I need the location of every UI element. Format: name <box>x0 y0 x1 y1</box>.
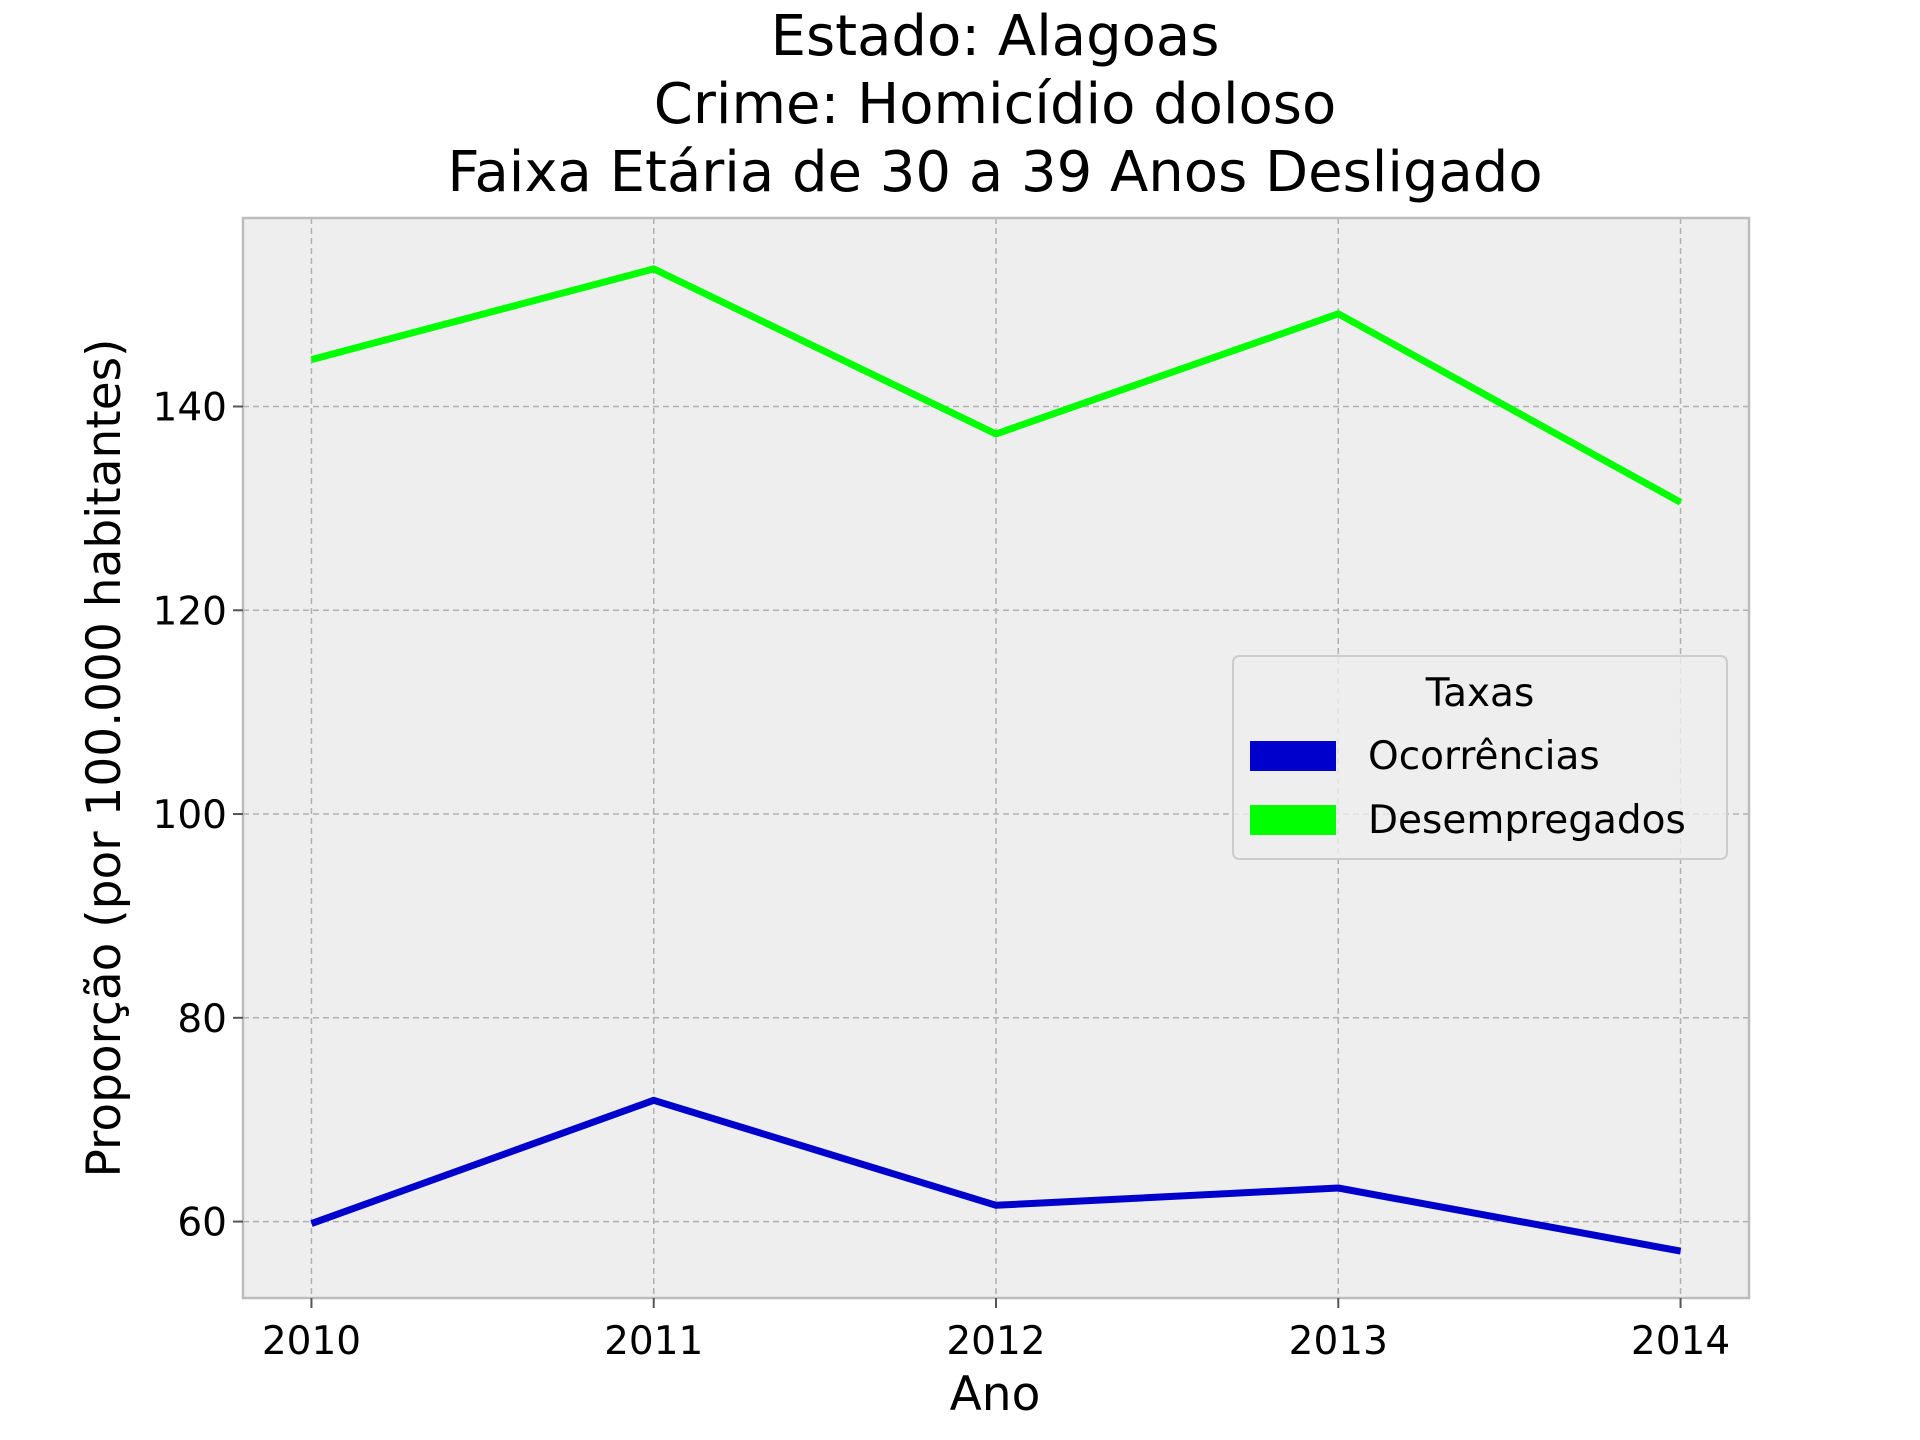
y-tick-label: 140 <box>153 385 227 430</box>
x-axis-label: Ano <box>950 1367 1041 1422</box>
ticks: 2010 2011 2012 2013 2014 60 80 100 120 140 <box>153 385 1731 1364</box>
legend-label-ocorrencias: Ocorrências <box>1368 734 1600 779</box>
chart-title: Estado: Alagoas Crime: Homicídio doloso … <box>447 4 1542 205</box>
x-tick-label: 2010 <box>262 1319 361 1364</box>
y-tick-label: 80 <box>177 997 227 1042</box>
legend-box <box>1232 655 1728 860</box>
series-layer <box>310 265 1683 1255</box>
y-tick-label: 60 <box>177 1201 227 1246</box>
y-tick-label: 100 <box>153 793 227 838</box>
legend-title: Taxas <box>1425 671 1535 716</box>
legend-swatch-ocorrencias <box>1250 741 1336 771</box>
x-tick-label: 2012 <box>946 1319 1045 1364</box>
title-line-2: Crime: Homicídio doloso <box>654 72 1336 137</box>
series-line-ocorrencias <box>310 1096 1682 1255</box>
y-axis-label: Proporção (por 100.000 habitantes) <box>77 339 132 1178</box>
title-line-3: Faixa Etária de 30 a 39 Anos Desligado <box>447 140 1542 205</box>
x-tick-label: 2014 <box>1631 1319 1730 1364</box>
x-tick-label: 2011 <box>604 1319 703 1364</box>
x-tick-label: 2013 <box>1289 1319 1388 1364</box>
series-line-desempregados <box>310 265 1683 506</box>
legend-label-desempregados: Desempregados <box>1368 798 1686 843</box>
legend: Taxas Ocorrências Desempregados <box>1232 655 1728 860</box>
title-line-1: Estado: Alagoas <box>771 4 1220 69</box>
grid <box>243 218 1749 1298</box>
legend-swatch-desempregados <box>1250 805 1336 835</box>
y-tick-label: 120 <box>153 589 227 634</box>
